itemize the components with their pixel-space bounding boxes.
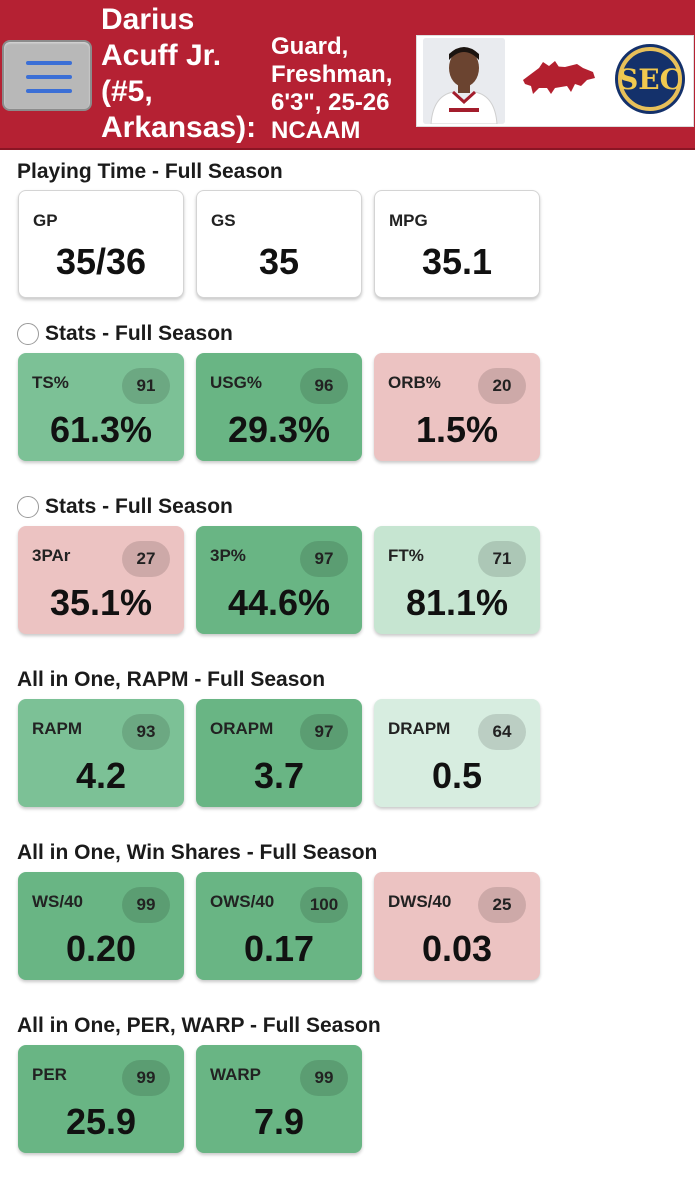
stat-label: FT% — [388, 546, 424, 565]
stat-value: 0.5 — [431, 755, 483, 796]
stat-label: WARP — [210, 1065, 261, 1084]
stat-card-3par: 3PAr 27 35.1% — [18, 526, 184, 634]
stat-label: DWS/40 — [388, 892, 452, 911]
percentile-badge: 99 — [300, 1060, 348, 1096]
stat-label: GP — [33, 211, 58, 230]
section-radio-button[interactable] — [17, 496, 39, 518]
stat-card-3p: 3P% 97 44.6% — [196, 526, 362, 634]
stat-label: OWS/40 — [210, 892, 275, 911]
percentile-badge: 93 — [122, 714, 170, 750]
section-title-stats-2: Stats - Full Season — [17, 495, 233, 519]
stat-label: ORB% — [388, 373, 441, 392]
stat-label: WS/40 — [32, 892, 84, 911]
section-title-per-warp: All in One, PER, WARP - Full Season — [17, 1014, 381, 1037]
stat-value: 4.2 — [75, 755, 127, 796]
stat-card-gp: GP 35/36 — [18, 190, 184, 298]
stat-label: DRAPM — [388, 719, 451, 738]
section-radio-button[interactable] — [17, 323, 39, 345]
percentile-badge: 20 — [478, 368, 526, 404]
stat-value: 61.3% — [49, 409, 153, 450]
stat-value: 0.17 — [243, 928, 315, 969]
stat-card-mpg: MPG 35.1 — [374, 190, 540, 298]
hamburger-icon — [26, 61, 72, 65]
sec-logo-text: SEC — [618, 63, 682, 96]
percentile-badge: 25 — [478, 887, 526, 923]
stat-card-ts: TS% 91 61.3% — [18, 353, 184, 461]
stat-card-orb: ORB% 20 1.5% — [374, 353, 540, 461]
percentile-badge: 96 — [300, 368, 348, 404]
stat-value: 1.5% — [415, 409, 499, 450]
percentile-badge: 71 — [478, 541, 526, 577]
stat-label: 3PAr — [32, 546, 71, 565]
stat-value: 35.1 — [421, 241, 493, 282]
percentile-badge: 99 — [122, 1060, 170, 1096]
player-info: Guard, Freshman, 6'3", 25-26 NCAAM — [271, 33, 393, 144]
section-title-playing-time: Playing Time - Full Season — [17, 160, 283, 183]
stat-label: PER — [32, 1065, 67, 1084]
stat-card-rapm: RAPM 93 4.2 — [18, 699, 184, 807]
stat-card-drapm: DRAPM 64 0.5 — [374, 699, 540, 807]
sec-logo-icon: SEC — [613, 42, 687, 116]
stat-label: MPG — [389, 211, 428, 230]
percentile-badge: 64 — [478, 714, 526, 750]
stat-card-usg: USG% 96 29.3% — [196, 353, 362, 461]
stat-label: RAPM — [32, 719, 83, 738]
percentile-badge: 91 — [122, 368, 170, 404]
stat-card-ft: FT% 71 81.1% — [374, 526, 540, 634]
stat-label: ORAPM — [210, 719, 274, 738]
section-title-stats-1: Stats - Full Season — [17, 322, 233, 346]
percentile-badge: 27 — [122, 541, 170, 577]
stat-value: 44.6% — [227, 582, 331, 623]
stat-value: 35.1% — [49, 582, 153, 623]
stat-value: 7.9 — [253, 1101, 305, 1142]
stat-card-per: PER 99 25.9 — [18, 1045, 184, 1153]
logo-strip: SEC — [416, 35, 694, 127]
stat-value: 35 — [258, 241, 300, 282]
stat-card-ws40: WS/40 99 0.20 — [18, 872, 184, 980]
player-photo-icon — [423, 38, 505, 124]
stat-value: 81.1% — [405, 582, 509, 623]
stat-label: 3P% — [210, 546, 246, 565]
stat-value: 3.7 — [253, 755, 305, 796]
stat-card-warp: WARP 99 7.9 — [196, 1045, 362, 1153]
stat-card-gs: GS 35 — [196, 190, 362, 298]
stat-value: 35/36 — [55, 241, 147, 282]
stat-card-ows40: OWS/40 100 0.17 — [196, 872, 362, 980]
stat-label: TS% — [32, 373, 69, 392]
stat-value: 25.9 — [65, 1101, 137, 1142]
stat-label: USG% — [210, 373, 262, 392]
stat-card-orapm: ORAPM 97 3.7 — [196, 699, 362, 807]
percentile-badge: 99 — [122, 887, 170, 923]
section-title-win-shares: All in One, Win Shares - Full Season — [17, 841, 378, 864]
razorback-logo-icon — [521, 58, 597, 98]
percentile-badge: 97 — [300, 714, 348, 750]
stat-value: 0.03 — [421, 928, 493, 969]
percentile-badge: 97 — [300, 541, 348, 577]
stat-value: 29.3% — [227, 409, 331, 450]
percentile-badge: 100 — [300, 887, 348, 923]
header-bar: Darius Acuff Jr. (#5, Arkansas): Guard, … — [0, 0, 695, 150]
section-title-rapm: All in One, RAPM - Full Season — [17, 668, 326, 691]
stat-label: GS — [211, 211, 236, 230]
menu-button[interactable] — [2, 40, 92, 111]
player-name: Darius Acuff Jr. (#5, Arkansas): — [101, 3, 257, 144]
stat-value: 0.20 — [65, 928, 137, 969]
stat-card-dws40: DWS/40 25 0.03 — [374, 872, 540, 980]
